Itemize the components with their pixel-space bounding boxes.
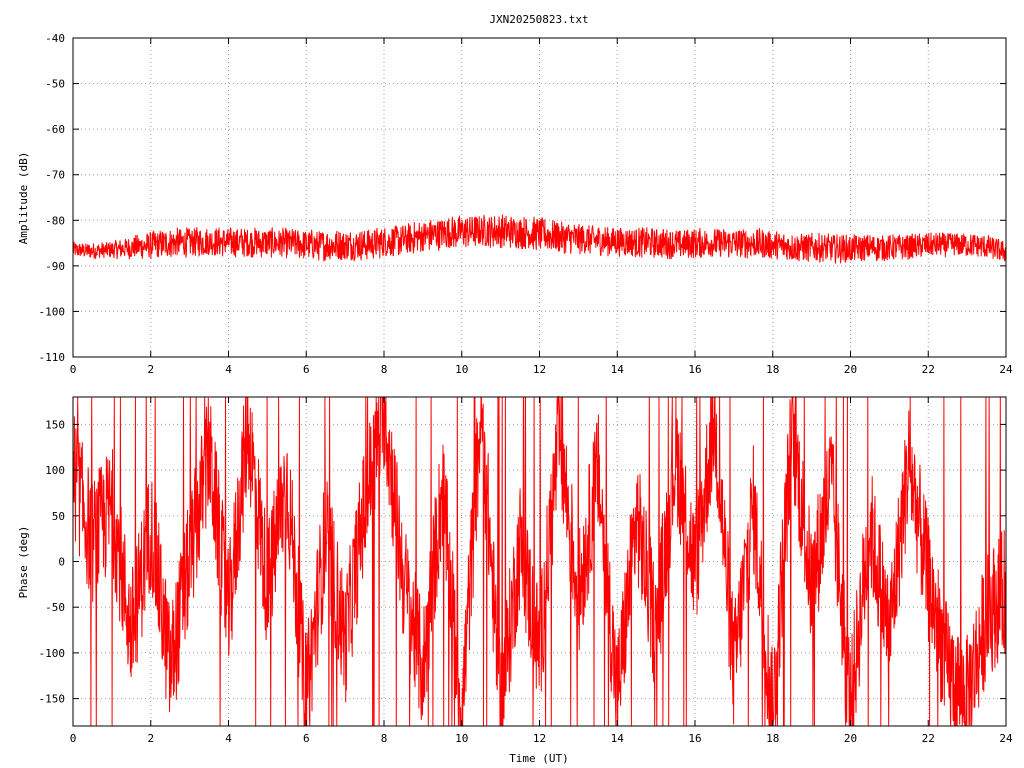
y-tick-label: -60: [45, 123, 65, 136]
x-tick-label: 8: [381, 363, 388, 376]
x-tick-label: 16: [688, 732, 701, 745]
x-tick-label: 14: [611, 363, 625, 376]
phase-trace: [72, 395, 1007, 727]
x-tick-label: 20: [844, 732, 857, 745]
amplitude-y-axis-label: Amplitude (dB): [17, 152, 30, 245]
x-tick-label: 16: [688, 363, 701, 376]
y-tick-label: -110: [39, 351, 66, 364]
y-tick-label: -100: [39, 305, 66, 318]
chart-title: JXN20250823.txt: [489, 13, 588, 26]
x-tick-label: 6: [303, 363, 310, 376]
x-tick-label: 10: [455, 732, 468, 745]
x-tick-label: 2: [147, 732, 154, 745]
phase-y-axis-label: Phase (deg): [17, 526, 30, 599]
amplitude-ticks: [72, 37, 1007, 358]
amplitude-y-tick-labels: -40 -50 -60 -70 -80 -90 -100 -110: [39, 32, 66, 364]
x-tick-label: 18: [766, 363, 779, 376]
x-tick-label: 6: [303, 732, 310, 745]
x-tick-label: 24: [999, 363, 1013, 376]
x-tick-label: 14: [611, 732, 625, 745]
y-tick-label: 150: [45, 418, 65, 431]
amplitude-x-tick-labels: 0 2 4 6 8 10 12 14 16 18 20 22 24: [70, 363, 1013, 376]
phase-panel: 0 2 4 6 8 10 12 14 16 18 20 22 24 150100500-50-100-1…: [17, 395, 1013, 765]
y-tick-label: -40: [45, 32, 65, 45]
amplitude-panel: 0 2 4 6 8 10 12 14 16 18 20 22 24 -40-50-60-70-80-90…: [17, 32, 1013, 376]
amplitude-plot-frame: [72, 37, 1007, 358]
time-x-axis-label: Time (UT): [509, 752, 569, 765]
y-tick-label: -90: [45, 260, 65, 273]
phase-series-line: [72, 395, 1007, 727]
x-tick-label: 12: [533, 732, 546, 745]
phase-y-tick-labels: 150 100 50 0 -50 -100 -150: [39, 418, 66, 705]
y-tick-label: -70: [45, 169, 65, 182]
y-tick-label: 100: [45, 464, 65, 477]
x-tick-label: 10: [455, 363, 468, 376]
y-tick-label: -80: [45, 214, 65, 227]
y-tick-label: -100: [39, 647, 66, 660]
y-tick-label: 50: [52, 510, 65, 523]
y-tick-label: 0: [58, 556, 65, 569]
x-tick-label: 12: [533, 363, 546, 376]
x-tick-label: 2: [147, 363, 154, 376]
y-tick-label: -150: [39, 693, 66, 706]
x-tick-label: 4: [225, 732, 232, 745]
amplitude-trace: [72, 214, 1007, 264]
x-tick-label: 22: [922, 363, 935, 376]
x-tick-label: 0: [70, 363, 77, 376]
x-tick-label: 4: [225, 363, 232, 376]
x-tick-label: 20: [844, 363, 857, 376]
x-tick-label: 0: [70, 732, 77, 745]
x-tick-label: 22: [922, 732, 935, 745]
y-tick-label: -50: [45, 78, 65, 91]
phase-ticks: [72, 397, 1007, 726]
x-tick-label: 18: [766, 732, 779, 745]
x-tick-label: 8: [381, 732, 388, 745]
x-tick-label: 24: [999, 732, 1013, 745]
amplitude-series-line: [72, 214, 1007, 264]
y-tick-label: -50: [45, 601, 65, 614]
amplitude-grid: [73, 38, 1006, 357]
phase-x-tick-labels: 0 2 4 6 8 10 12 14 16 18 20 22 24: [70, 732, 1013, 745]
